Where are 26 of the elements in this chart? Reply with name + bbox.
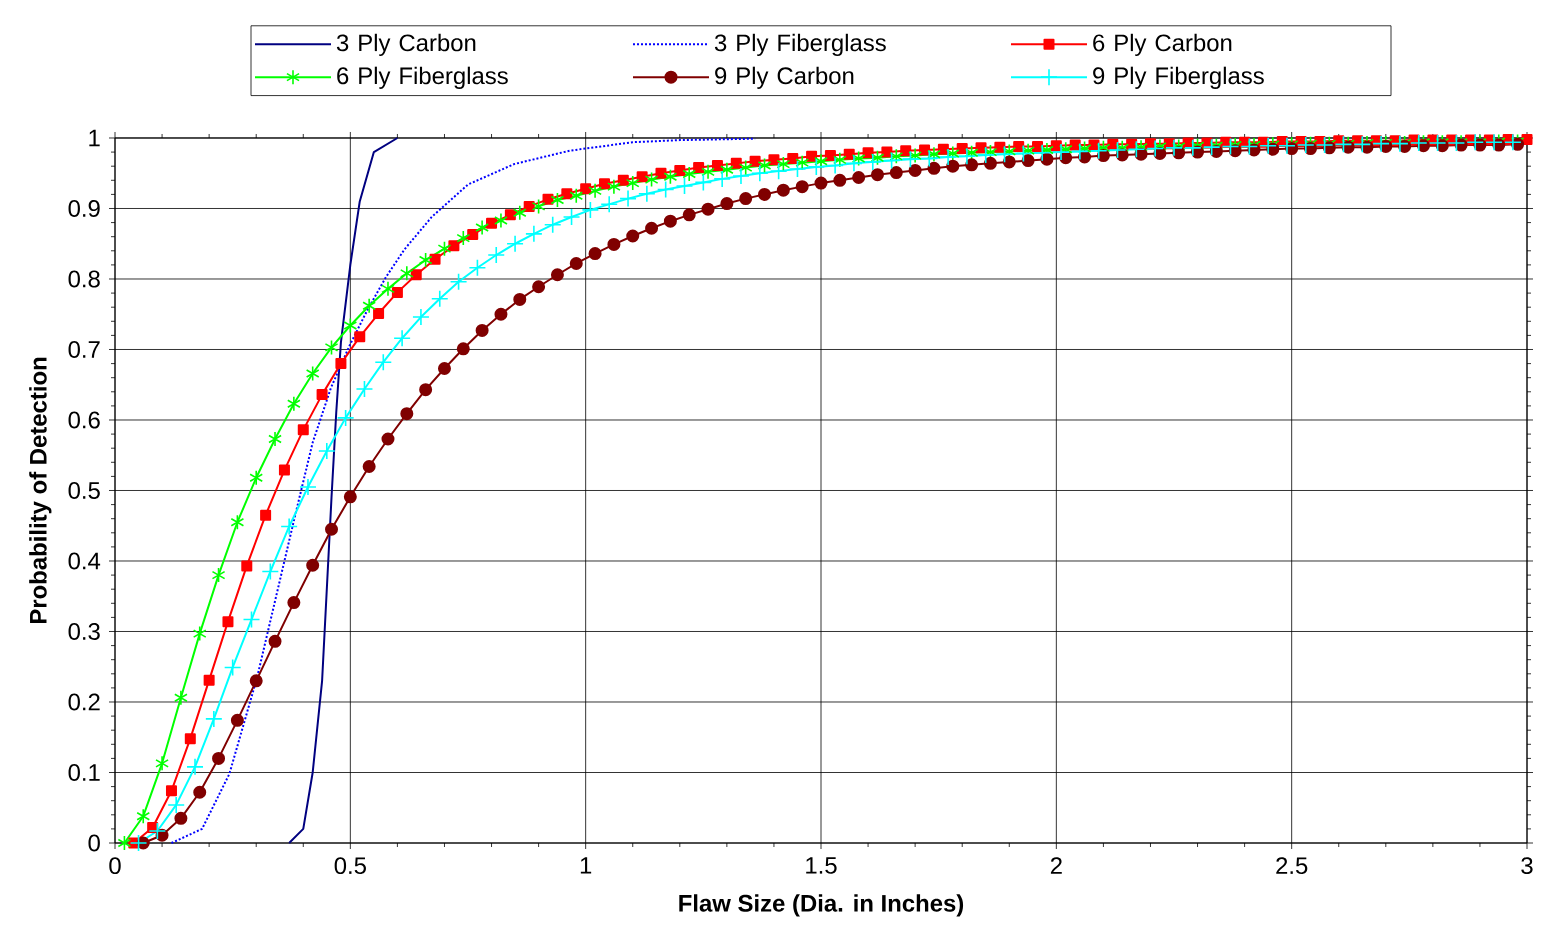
legend-label: 9 Ply Carbon xyxy=(715,66,854,89)
legend-label: 3 Ply Carbon xyxy=(336,33,476,57)
y-tick-label: 0.1 xyxy=(68,764,100,781)
x-tick-label: 1.5 xyxy=(806,857,837,874)
y-tick-label: 0.6 xyxy=(68,411,100,429)
legend-label: 6 Ply Fiberglass xyxy=(337,66,508,89)
y-tick-label: 0.4 xyxy=(68,552,101,570)
y-tick-label: 0.2 xyxy=(68,693,100,711)
x-tick-label: 2 xyxy=(1050,857,1062,874)
x-tick-label: 0 xyxy=(109,857,121,875)
x-tick-label: 3 xyxy=(1521,857,1533,875)
y-tick-label: 0.5 xyxy=(68,482,100,499)
y-tick-label: 0.7 xyxy=(68,341,100,358)
y-axis-title: Probability of Detection xyxy=(29,357,52,624)
x-axis-title: Flaw Size (Dia. in Inches) xyxy=(679,894,964,917)
x-tick-label: 0.5 xyxy=(334,857,366,875)
y-tick-label: 0.9 xyxy=(68,200,100,217)
y-tick-label: 0 xyxy=(88,834,100,852)
y-tick-label: 1 xyxy=(89,129,100,147)
y-tick-label: 0.8 xyxy=(68,270,100,288)
x-tick-label: 2.5 xyxy=(1276,857,1308,875)
legend-label: 6 Ply Carbon xyxy=(1093,33,1232,57)
legend-label: 3 Ply Fiberglass xyxy=(714,33,886,57)
legend-label: 9 Ply Fiberglass xyxy=(1093,66,1264,89)
x-tick-label: 1 xyxy=(580,857,592,874)
y-tick-label: 0.3 xyxy=(68,623,100,640)
